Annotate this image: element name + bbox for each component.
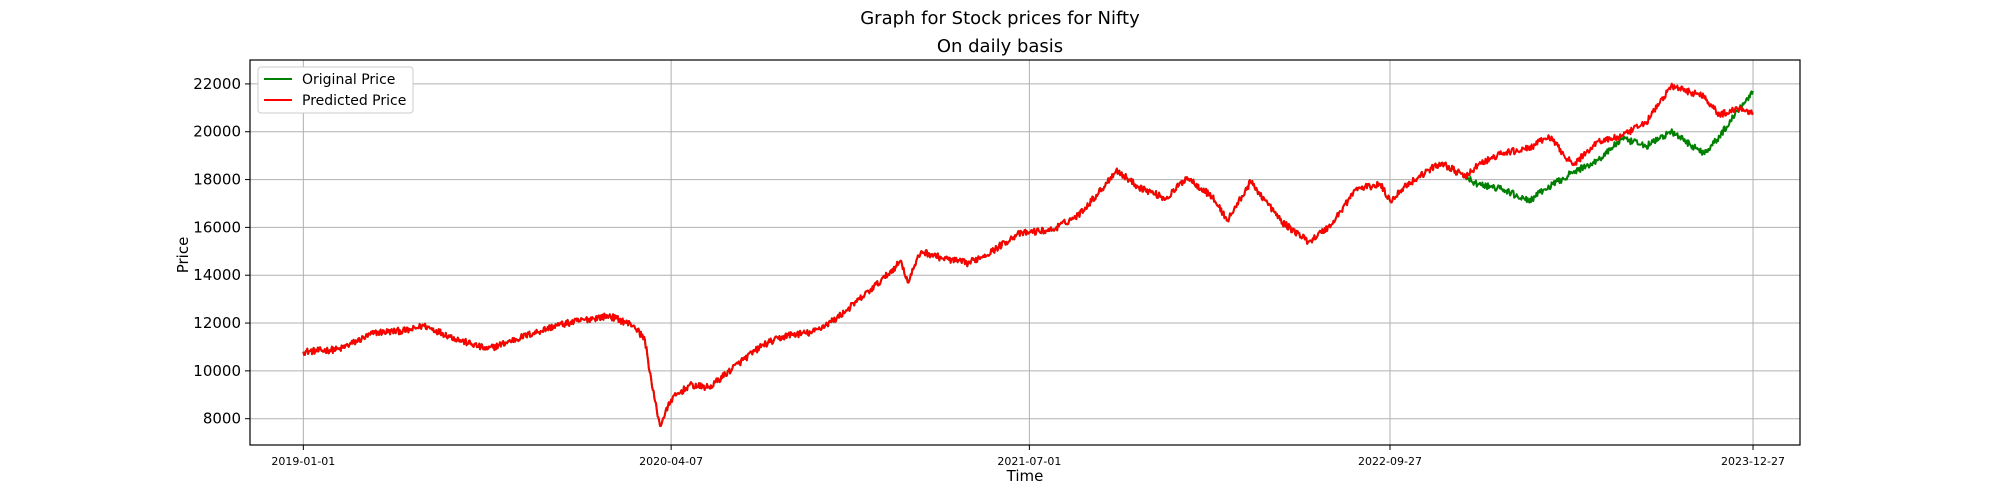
y-tick-label: 22000 — [193, 75, 241, 93]
chart-suptitle: Graph for Stock prices for Nifty — [860, 8, 1140, 29]
y-tick-label: 18000 — [193, 171, 241, 189]
series-line-predicted-price — [302, 82, 1754, 427]
y-axis-label: Price — [174, 237, 192, 274]
x-tick-label: 2023-12-27 — [1721, 455, 1785, 468]
chart-title: On daily basis — [937, 36, 1063, 57]
y-tick-label: 10000 — [193, 362, 241, 380]
legend-label-original-price: Original Price — [302, 72, 395, 88]
y-tick-label: 16000 — [193, 218, 241, 236]
plot-area-frame — [249, 59, 1801, 446]
x-tick-label: 2022-09-27 — [1358, 455, 1422, 468]
x-tick-label: 2020-04-07 — [639, 455, 703, 468]
x-axis-label: Time — [1006, 467, 1044, 485]
x-axis-ticks: 2019-01-01 2020-04-07 2021-07-01 2022-09-27… — [271, 445, 1785, 468]
legend-label-predicted-price: Predicted Price — [302, 93, 406, 109]
y-tick-label: 12000 — [193, 314, 241, 332]
y-axis-ticks: 8000 10000 12000 14000 16000 18000 20000 22000 — [193, 75, 250, 428]
x-tick-label: 2019-01-01 — [271, 455, 335, 468]
legend-box — [257, 66, 414, 114]
y-tick-label: 20000 — [193, 123, 241, 141]
y-tick-label: 8000 — [203, 410, 241, 428]
x-tick-label: 2021-07-01 — [997, 455, 1061, 468]
series-lines — [302, 82, 1754, 427]
grid-lines — [250, 60, 1800, 445]
legend: Original Price Predicted Price — [257, 66, 414, 114]
y-tick-label: 14000 — [193, 266, 241, 284]
